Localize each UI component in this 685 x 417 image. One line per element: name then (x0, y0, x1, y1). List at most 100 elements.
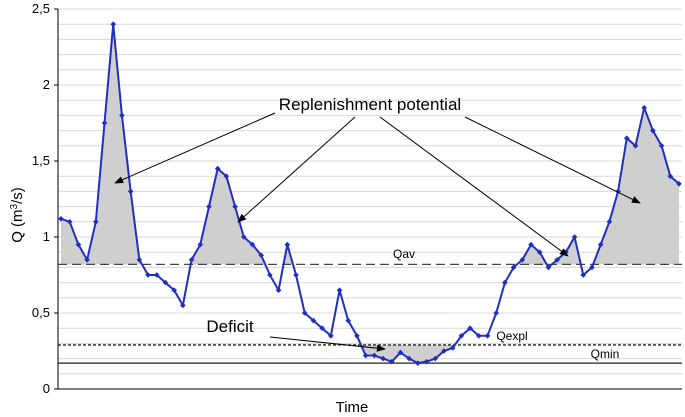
data-point (354, 333, 360, 339)
data-point (197, 241, 204, 248)
data-point (188, 257, 195, 263)
data-point (310, 317, 317, 324)
data-point (641, 105, 647, 111)
data-point (589, 264, 595, 271)
y-axis-label: Q (m3/s) (9, 187, 26, 243)
data-point (388, 358, 395, 365)
y-tick-label: 0 (43, 381, 50, 396)
data-point (127, 188, 134, 195)
data-point (554, 257, 560, 263)
data-point (240, 234, 247, 240)
data-point (510, 264, 517, 271)
data-point (180, 302, 186, 309)
data-point (467, 325, 473, 331)
data-point (493, 310, 500, 316)
data-point (293, 272, 299, 278)
data-point (136, 257, 143, 263)
y-tick-label: 2,5 (32, 1, 50, 16)
data-point (284, 241, 291, 248)
y-tick-labels: 0 0,5 1 1,5 2 2,5 (32, 1, 58, 396)
annotation-arrows (114, 112, 641, 352)
data-point (667, 173, 674, 179)
data-point (502, 279, 508, 286)
data-point (249, 241, 256, 248)
data-point (415, 360, 421, 366)
data-point (223, 173, 230, 179)
replenishment-area (61, 24, 679, 265)
data-point (528, 241, 534, 248)
data-point (162, 279, 169, 286)
annotation-arrow (114, 112, 276, 184)
shaded-areas (61, 24, 679, 364)
annotation-arrow (237, 116, 356, 223)
data-point (66, 219, 73, 225)
data-point (449, 345, 456, 351)
data-point (632, 143, 639, 149)
annotation-arrow (269, 336, 386, 352)
data-point (432, 355, 439, 362)
qexpl-label: Qexpl (496, 329, 527, 343)
y-tick-label: 1 (43, 229, 50, 244)
annotation-deficit: Deficit (206, 317, 254, 336)
series-line (60, 23, 680, 365)
data-point (275, 287, 282, 293)
data-point (319, 325, 325, 331)
data-point (606, 219, 613, 225)
data-point (571, 234, 578, 240)
data-point (536, 249, 543, 255)
data-point (545, 264, 552, 271)
data-point (380, 355, 386, 362)
grid (58, 8, 682, 375)
annotation-arrow (379, 116, 569, 257)
data-point (597, 241, 604, 248)
data-point (336, 287, 343, 293)
qav-label: Qav (393, 247, 415, 261)
data-point (119, 112, 125, 119)
data-point (371, 352, 378, 359)
data-point (345, 317, 352, 324)
x-axis-label: Time (336, 399, 369, 416)
data-point (171, 287, 177, 293)
y-tick-label: 0,5 (32, 305, 50, 320)
data-point (519, 257, 526, 263)
data-point (623, 135, 630, 141)
data-point (406, 355, 412, 362)
data-point (232, 203, 238, 210)
data-point (93, 219, 99, 225)
data-point (362, 352, 369, 359)
reference-lines (58, 263, 682, 364)
data-point (658, 143, 665, 149)
axes (57, 9, 682, 390)
qmin-label: Qmin (591, 347, 620, 361)
data-point (84, 257, 90, 263)
data-point (101, 120, 108, 126)
data-point (145, 272, 151, 278)
y-tick-label: 2 (43, 77, 50, 92)
data-point (214, 165, 221, 172)
data-point (423, 358, 430, 365)
annotation-replenishment: Replenishment potential (279, 95, 461, 114)
data-point (458, 333, 465, 339)
data-point (301, 310, 308, 316)
y-tick-label: 1,5 (32, 153, 50, 168)
data-point (58, 215, 64, 222)
data-point (258, 252, 264, 259)
annotations: Replenishment potential Deficit Qav Qexp… (206, 95, 619, 361)
data-point (328, 333, 334, 339)
data-point (484, 333, 491, 339)
data-point (153, 272, 160, 278)
data-point (580, 272, 587, 278)
data-point (441, 348, 447, 354)
data-point (75, 241, 82, 248)
data-point (676, 181, 682, 187)
data-point (267, 272, 273, 278)
data-point (110, 21, 117, 27)
data-point (650, 127, 656, 134)
data-point (615, 188, 621, 195)
series (58, 21, 682, 366)
data-point (476, 333, 482, 339)
data-point (206, 203, 212, 210)
annotation-arrow (464, 116, 641, 204)
data-point (397, 349, 404, 356)
